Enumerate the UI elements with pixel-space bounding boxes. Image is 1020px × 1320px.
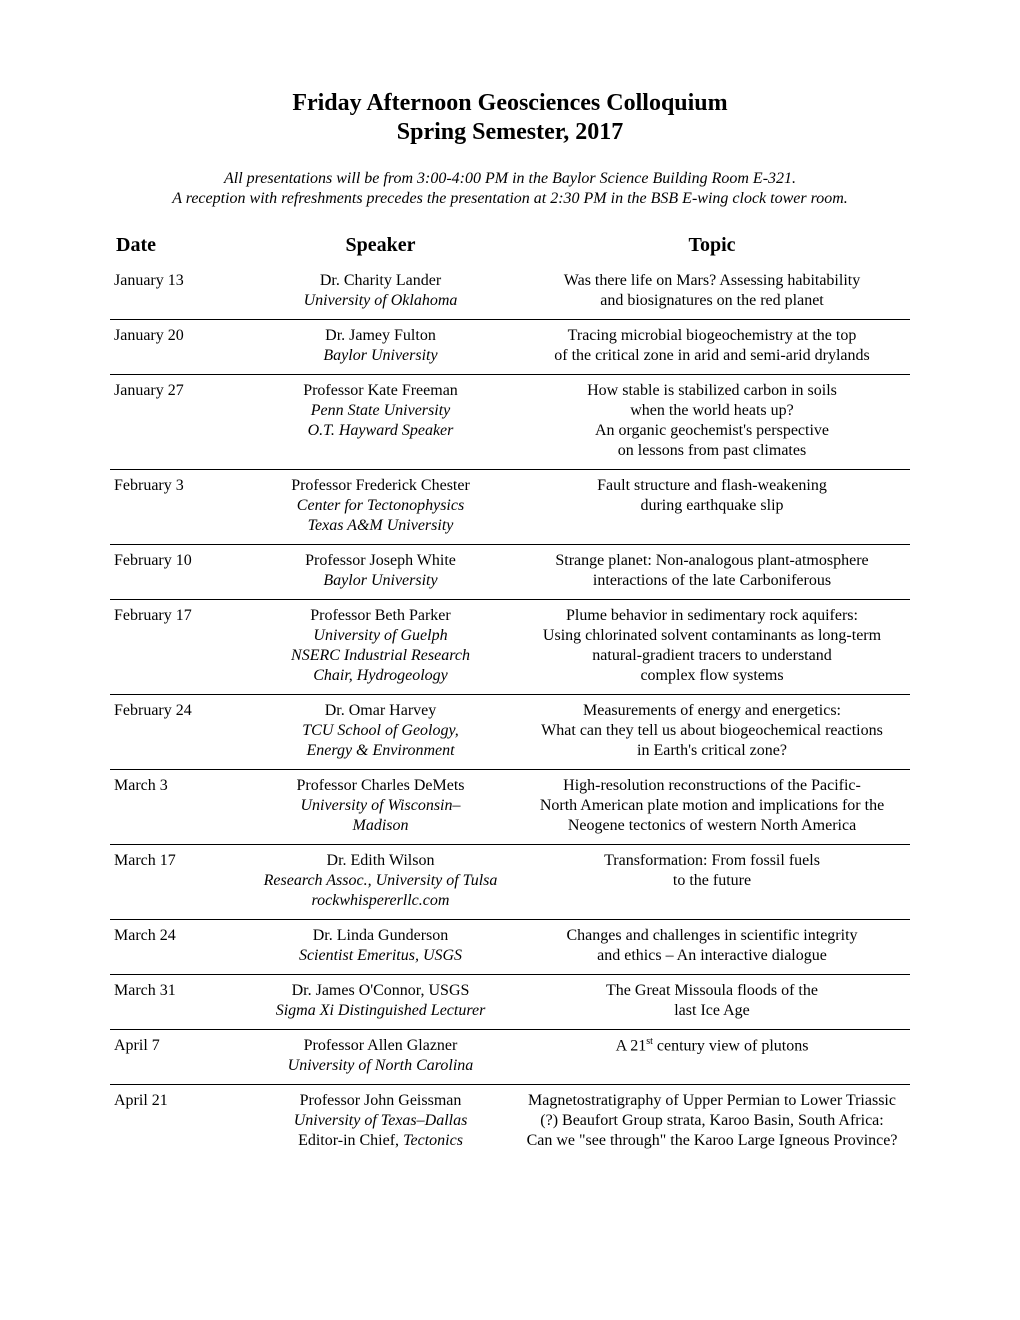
- speaker-name: Professor Beth Parker: [310, 607, 450, 624]
- speaker-affiliation: University of Wisconsin–: [251, 796, 510, 816]
- speaker-affiliation: rockwhispererllc.com: [251, 891, 510, 911]
- date-cell: February 10: [110, 545, 247, 600]
- date-cell: March 24: [110, 920, 247, 975]
- date-cell: February 3: [110, 470, 247, 545]
- table-row: April 7 Professor Allen Glazner University…: [110, 1030, 910, 1085]
- date-cell: March 17: [110, 845, 247, 920]
- speaker-affiliation: University of Guelph: [251, 626, 510, 646]
- table-row: January 13 Dr. Charity Lander University o…: [110, 265, 910, 320]
- speaker-affiliation: NSERC Industrial Research: [251, 646, 510, 666]
- speaker-affiliation: Baylor University: [251, 571, 510, 591]
- header-speaker: Speaker: [247, 230, 514, 265]
- speaker-name: Dr. Charity Lander: [320, 272, 441, 289]
- topic-cell: Tracing microbial biogeochemistry at the…: [514, 320, 910, 375]
- speaker-affiliation: Scientist Emeritus, USGS: [251, 946, 510, 966]
- speaker-name: Dr. Edith Wilson: [327, 852, 435, 869]
- speaker-affiliation: University of Texas–Dallas: [251, 1111, 510, 1131]
- table-row: April 21 Professor John Geissman Universit…: [110, 1085, 910, 1160]
- topic-cell: Strange planet: Non-analogous plant-atmo…: [514, 545, 910, 600]
- table-row: March 24 Dr. Linda Gunderson Scientist Eme…: [110, 920, 910, 975]
- topic-cell: Measurements of energy and energetics:Wh…: [514, 695, 910, 770]
- speaker-affiliation: Editor-in Chief, Tectonics: [251, 1131, 510, 1151]
- speaker-affiliation: Madison: [251, 816, 510, 836]
- topic-cell: Changes and challenges in scientific int…: [514, 920, 910, 975]
- speaker-name: Professor Charles DeMets: [297, 777, 465, 794]
- table-row: March 31 Dr. James O'Connor, USGS Sigma Xi…: [110, 975, 910, 1030]
- speaker-cell: Dr. Omar Harvey TCU School of Geology,Ene…: [247, 695, 514, 770]
- speaker-cell: Professor John Geissman University of Tex…: [247, 1085, 514, 1160]
- date-cell: February 17: [110, 600, 247, 695]
- speaker-cell: Professor Joseph White Baylor University: [247, 545, 514, 600]
- speaker-name: Dr. James O'Connor, USGS: [292, 982, 470, 999]
- topic-cell: Fault structure and flash-weakeningdurin…: [514, 470, 910, 545]
- speaker-cell: Dr. James O'Connor, USGS Sigma Xi Disting…: [247, 975, 514, 1030]
- colloquium-table: Date Speaker Topic January 13Dr. Charity…: [110, 230, 910, 1159]
- topic-cell: Was there life on Mars? Assessing habita…: [514, 265, 910, 320]
- speaker-affiliation: Texas A&M University: [251, 516, 510, 536]
- speaker-affiliation: TCU School of Geology,: [251, 721, 510, 741]
- topic-cell: The Great Missoula floods of thelast Ice…: [514, 975, 910, 1030]
- header-date: Date: [110, 230, 247, 265]
- topic-cell: Plume behavior in sedimentary rock aquif…: [514, 600, 910, 695]
- speaker-name: Professor Frederick Chester: [291, 477, 470, 494]
- date-cell: January 27: [110, 375, 247, 470]
- speaker-name: Professor Allen Glazner: [304, 1037, 458, 1054]
- table-row: February 24 Dr. Omar Harvey TCU School of …: [110, 695, 910, 770]
- speaker-affiliation: Penn State University: [251, 401, 510, 421]
- speaker-affiliation: Chair, Hydrogeology: [251, 666, 510, 686]
- page-subtitle: Spring Semester, 2017: [110, 119, 910, 146]
- document-page: Friday Afternoon Geosciences Colloquium …: [0, 0, 1020, 1219]
- topic-cell: How stable is stabilized carbon in soils…: [514, 375, 910, 470]
- date-cell: January 13: [110, 265, 247, 320]
- table-row: March 3 Professor Charles DeMets Universit…: [110, 770, 910, 845]
- schedule-note-2: A reception with refreshments precedes t…: [110, 190, 910, 208]
- speaker-cell: Professor Charles DeMets University of Wi…: [247, 770, 514, 845]
- speaker-affiliation: O.T. Hayward Speaker: [251, 421, 510, 441]
- table-row: January 27 Professor Kate Freeman Penn Sta…: [110, 375, 910, 470]
- speaker-cell: Dr. Linda Gunderson Scientist Emeritus, U…: [247, 920, 514, 975]
- schedule-note-1: All presentations will be from 3:00-4:00…: [110, 170, 910, 188]
- speaker-affiliation: Energy & Environment: [251, 741, 510, 761]
- date-cell: February 24: [110, 695, 247, 770]
- speaker-name: Professor John Geissman: [300, 1092, 462, 1109]
- table-row: March 17 Dr. Edith Wilson Research Assoc.,…: [110, 845, 910, 920]
- speaker-cell: Dr. Jamey Fulton Baylor University: [247, 320, 514, 375]
- table-row: February 17 Professor Beth Parker Universi…: [110, 600, 910, 695]
- topic-cell: Magnetostratigraphy of Upper Permian to …: [514, 1085, 910, 1160]
- speaker-name: Professor Joseph White: [305, 552, 456, 569]
- speaker-name: Dr. Omar Harvey: [325, 702, 437, 719]
- speaker-cell: Professor Kate Freeman Penn State Univers…: [247, 375, 514, 470]
- date-cell: April 21: [110, 1085, 247, 1160]
- speaker-affiliation: Center for Tectonophysics: [251, 496, 510, 516]
- topic-cell: High-resolution reconstructions of the P…: [514, 770, 910, 845]
- speaker-affiliation: University of Oklahoma: [251, 291, 510, 311]
- speaker-affiliation: Baylor University: [251, 346, 510, 366]
- header-topic: Topic: [514, 230, 910, 265]
- speaker-name: Dr. Jamey Fulton: [325, 327, 436, 344]
- speaker-cell: Professor Beth Parker University of Guelp…: [247, 600, 514, 695]
- topic-cell: Transformation: From fossil fuelsto the …: [514, 845, 910, 920]
- date-cell: March 3: [110, 770, 247, 845]
- table-row: February 3 Professor Frederick Chester Cen…: [110, 470, 910, 545]
- speaker-name: Dr. Linda Gunderson: [313, 927, 449, 944]
- speaker-cell: Dr. Charity Lander University of Oklahoma: [247, 265, 514, 320]
- date-cell: January 20: [110, 320, 247, 375]
- table-row: January 20 Dr. Jamey Fulton Baylor Univers…: [110, 320, 910, 375]
- speaker-cell: Dr. Edith Wilson Research Assoc., Univers…: [247, 845, 514, 920]
- speaker-cell: Professor Frederick Chester Center for Te…: [247, 470, 514, 545]
- topic-cell: A 21st century view of plutons: [514, 1030, 910, 1085]
- table-row: February 10 Professor Joseph White Baylor …: [110, 545, 910, 600]
- date-cell: March 31: [110, 975, 247, 1030]
- date-cell: April 7: [110, 1030, 247, 1085]
- speaker-name: Professor Kate Freeman: [303, 382, 458, 399]
- table-header-row: Date Speaker Topic: [110, 230, 910, 265]
- speaker-affiliation: University of North Carolina: [251, 1056, 510, 1076]
- speaker-affiliation: Sigma Xi Distinguished Lecturer: [251, 1001, 510, 1021]
- page-title: Friday Afternoon Geosciences Colloquium: [110, 90, 910, 117]
- speaker-affiliation: Research Assoc., University of Tulsa: [251, 871, 510, 891]
- speaker-cell: Professor Allen Glazner University of Nor…: [247, 1030, 514, 1085]
